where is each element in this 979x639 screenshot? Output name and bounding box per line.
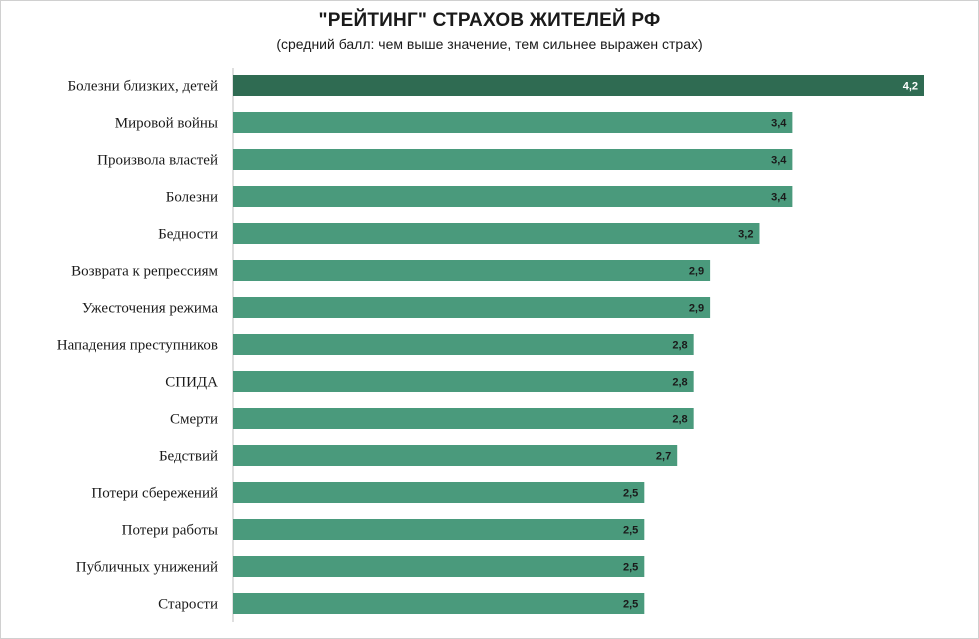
bar	[233, 149, 793, 170]
bar-value-label: 2,9	[689, 266, 704, 278]
category-label: Публичных унижений	[76, 560, 218, 576]
bar-value-label: 2,8	[672, 340, 687, 352]
bar-value-label: 2,5	[623, 525, 638, 537]
bar-value-label: 2,9	[689, 303, 704, 315]
category-label: Произвола властей	[97, 153, 218, 169]
bar	[233, 519, 645, 540]
category-label: Смерти	[170, 412, 218, 428]
bar	[233, 556, 645, 577]
bar-value-label: 3,4	[771, 155, 787, 167]
bar	[233, 260, 711, 281]
bar	[233, 408, 694, 429]
category-label: Мировой войны	[115, 116, 218, 132]
bar	[233, 445, 678, 466]
bar-value-label: 2,5	[623, 599, 638, 611]
bar-value-label: 2,8	[672, 414, 687, 426]
bar-value-label: 3,4	[771, 192, 787, 204]
bar	[233, 593, 645, 614]
bar	[233, 482, 645, 503]
chart-title: "РЕЙТИНГ" СТРАХОВ ЖИТЕЛЕЙ РФ	[318, 10, 661, 31]
category-label: Потери работы	[122, 523, 218, 539]
category-label: Потери сбережений	[91, 486, 218, 502]
bar-value-label: 2,5	[623, 488, 638, 500]
category-label: Бедности	[158, 227, 218, 243]
bar	[233, 334, 694, 355]
bar-value-label: 3,4	[771, 118, 787, 130]
category-label: СПИДА	[165, 375, 218, 391]
bar-value-label: 2,7	[656, 451, 671, 463]
bar	[233, 75, 924, 96]
category-label: Ужесточения режима	[82, 301, 218, 317]
bar-value-label: 2,5	[623, 562, 638, 574]
bar	[233, 371, 694, 392]
category-label: Возврата к репрессиям	[71, 264, 218, 280]
bar-value-label: 4,2	[903, 81, 918, 93]
bar	[233, 223, 760, 244]
category-label: Бедствий	[159, 449, 218, 465]
bar-value-label: 2,8	[672, 377, 687, 389]
bar	[233, 186, 793, 207]
bar	[233, 112, 793, 133]
bar-value-label: 3,2	[738, 229, 753, 241]
chart-subtitle: (средний балл: чем выше значение, тем си…	[276, 36, 703, 52]
category-label: Старости	[158, 597, 218, 613]
category-label: Болезни близких, детей	[67, 79, 218, 95]
category-label: Нападения преступников	[57, 338, 218, 354]
category-label: Болезни	[166, 190, 218, 206]
bar	[233, 297, 711, 318]
